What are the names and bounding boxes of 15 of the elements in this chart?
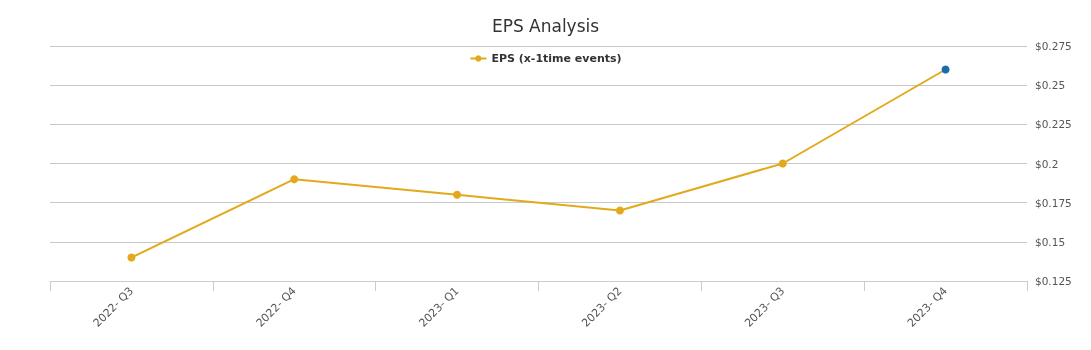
y-tick-label: $0.175 xyxy=(1035,196,1072,209)
y-tick-label: $0.125 xyxy=(1035,275,1072,287)
point xyxy=(127,253,136,262)
y-tick-label: $0.15 xyxy=(1035,235,1066,248)
y-tick-label: $0.2 xyxy=(1035,157,1059,170)
point xyxy=(941,65,950,74)
y-tick-label: $0.25 xyxy=(1035,79,1066,92)
point xyxy=(615,206,624,215)
point xyxy=(778,159,787,168)
legend-label: EPS (x-1time events) xyxy=(491,52,622,65)
y-tick-label: $0.275 xyxy=(1035,40,1072,52)
point xyxy=(453,190,462,199)
y-tick-label: $0.225 xyxy=(1035,118,1072,131)
point xyxy=(290,175,299,184)
chart-title: EPS Analysis xyxy=(491,15,600,36)
